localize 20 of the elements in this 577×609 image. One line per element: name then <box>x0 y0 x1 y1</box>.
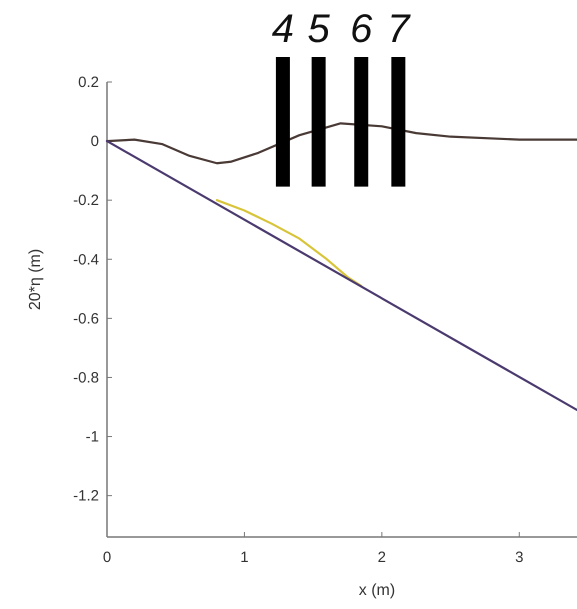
text: 5 <box>308 7 331 51</box>
y-tick-label: -1 <box>86 428 99 446</box>
x-tick-label: 0 <box>102 549 112 566</box>
y-tick-label: -0.2 <box>73 192 99 210</box>
text: 6 <box>350 7 374 51</box>
y-tick-label: -0.6 <box>73 310 99 328</box>
x-tick-label: 2 <box>378 549 386 566</box>
y-tick-label: -1.2 <box>73 488 99 505</box>
y-axis-title: 20*η (m) <box>27 248 44 310</box>
y-tick-label: 0.2 <box>78 74 99 91</box>
x-tick-label: 1 <box>240 549 249 566</box>
y-tick-label: -0.4 <box>73 251 99 268</box>
line-series <box>216 199 362 287</box>
text: 7 <box>387 7 412 51</box>
y-tick-label: 0 <box>90 133 99 150</box>
x-axis-title: x (m) <box>358 582 396 599</box>
text: 4 <box>272 7 294 51</box>
y-tick-label: -0.8 <box>73 369 99 386</box>
line-series <box>106 122 577 164</box>
x-tick-label: 3 <box>515 549 524 566</box>
